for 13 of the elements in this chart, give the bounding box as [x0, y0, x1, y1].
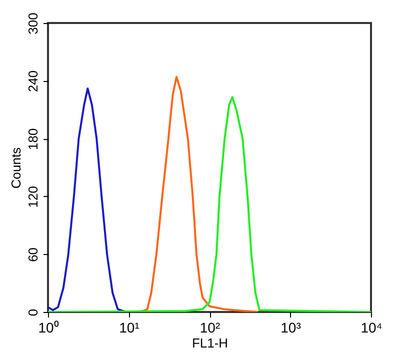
y-axis-title: Counts [8, 146, 24, 189]
y-tick-label: 0 [26, 308, 40, 316]
y-tick-label: 120 [26, 186, 40, 208]
y-tick-label: 300 [26, 12, 40, 34]
y-tick-label: 240 [26, 70, 40, 92]
x-tick-label: 10² [200, 320, 220, 336]
y-tick-label: 180 [26, 128, 40, 150]
x-axis-title: FL1-H [192, 336, 228, 350]
x-tick-label: 10¹ [119, 320, 140, 336]
x-tick-label: 10³ [280, 320, 302, 336]
y-tick-label: 60 [26, 247, 40, 262]
x-tick-label: 10⁰ [38, 320, 59, 336]
x-tick-label: 10⁴ [360, 320, 382, 336]
